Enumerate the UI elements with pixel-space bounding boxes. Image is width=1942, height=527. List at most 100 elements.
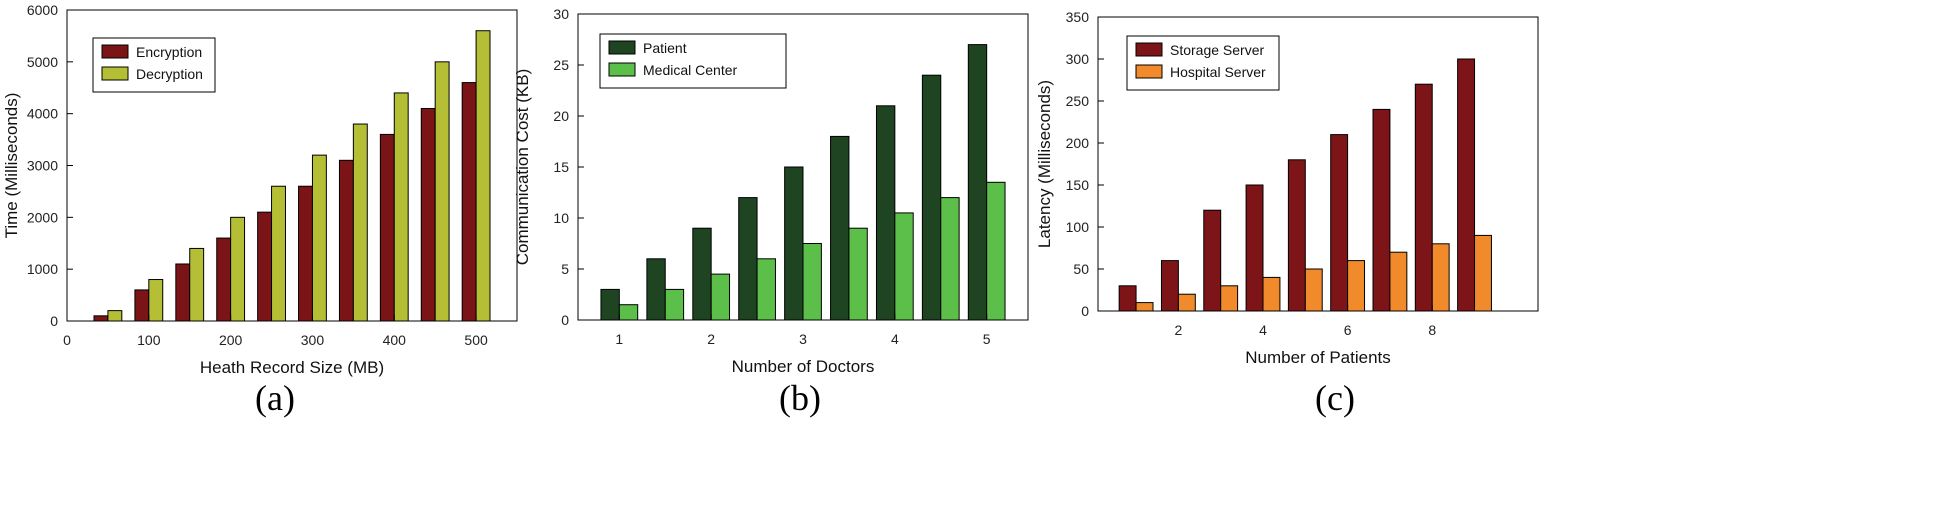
- caption-a: (a): [255, 378, 295, 418]
- bar-b-s2-9: [986, 181, 1006, 321]
- bar-a-s2-10: [475, 30, 491, 322]
- bar-a-s1-7: [338, 159, 354, 322]
- bar-b-s1-8: [921, 74, 942, 321]
- bar-a-s1-6: [298, 185, 313, 322]
- bar-a-s2-9: [434, 61, 450, 322]
- y-tick-label-b-10: 10: [553, 210, 569, 226]
- ticks-a: 0 1000 2000 3000 4000 5000 6000 0 100 200 300 400 50…: [27, 2, 488, 348]
- bar-b-s1-4: [738, 197, 758, 321]
- bar-a-s2-2: [148, 279, 164, 322]
- legend-label-c-2: Hospital Server: [1170, 64, 1266, 80]
- y-tick-label-c-350: 350: [1066, 9, 1090, 25]
- bar-a-s2-4: [230, 216, 246, 322]
- bar-a-s1-5: [257, 211, 273, 322]
- bar-a-s1-4: [216, 237, 232, 322]
- bar-a-s2-6: [311, 154, 327, 322]
- x-tick-label-b-5: 5: [983, 331, 991, 347]
- x-tick-label-a-200: 200: [219, 332, 243, 348]
- y-tick-label-c-200: 200: [1066, 135, 1090, 151]
- ticks-b: 0 5 10 15 20 25 30 1 2 3 4 5: [553, 6, 990, 347]
- bars-b: [600, 44, 1006, 321]
- x-axis-title-c: Number of Patients: [1245, 348, 1391, 367]
- x-tick-label-b-2: 2: [707, 331, 715, 347]
- legend-label-a-2: Decryption: [136, 66, 203, 82]
- bar-b-s1-2: [646, 258, 666, 321]
- y-tick-label-b-5: 5: [561, 261, 569, 277]
- x-tick-label-c-2: 2: [1174, 322, 1182, 338]
- legend-c: Storage Server Hospital Server: [1126, 35, 1280, 91]
- x-tick-label-b-4: 4: [891, 331, 899, 347]
- bar-a-s2-8: [393, 92, 409, 322]
- y-tick-label-a-4000: 4000: [27, 106, 58, 122]
- y-tick-label-c-300: 300: [1066, 51, 1090, 67]
- y-axis-title-a: Time (Milliseconds): [2, 93, 21, 239]
- bar-a-s1-1: [93, 315, 109, 322]
- bar-c-s2-5: [1304, 268, 1323, 312]
- legend-swatch-a-2: [101, 66, 129, 81]
- y-tick-label-b-0: 0: [561, 312, 569, 328]
- x-tick-label-b-1: 1: [615, 331, 623, 347]
- bars-c: [1118, 58, 1492, 312]
- x-tick-label-c-6: 6: [1344, 322, 1352, 338]
- bar-b-s2-3: [710, 273, 731, 321]
- bar-a-s2-3: [189, 247, 205, 322]
- legend-swatch-a-1: [101, 44, 129, 59]
- legend-label-b-1: Patient: [643, 40, 687, 56]
- x-tick-label-c-4: 4: [1259, 322, 1267, 338]
- x-tick-label-a-0: 0: [63, 332, 71, 348]
- y-tick-label-c-250: 250: [1066, 93, 1090, 109]
- y-axis-title-b: Communication Cost (KB): [513, 69, 532, 266]
- y-tick-label-c-150: 150: [1066, 177, 1090, 193]
- legend-label-b-2: Medical Center: [643, 62, 737, 78]
- bar-b-s2-7: [894, 212, 914, 321]
- y-tick-label-c-100: 100: [1066, 219, 1090, 235]
- bar-b-s2-8: [940, 197, 960, 321]
- y-tick-label-a-0: 0: [50, 313, 58, 329]
- plot-frame-b: [577, 13, 1029, 321]
- x-tick-label-a-100: 100: [137, 332, 161, 348]
- chart-panel-c: 0 50 100 150 200 250 300 350 2 4 6 8 Storage Server…: [1035, 9, 1539, 418]
- bar-b-s1-3: [692, 227, 712, 321]
- legend-label-a-1: Encryption: [136, 44, 202, 60]
- bar-a-s1-10: [461, 82, 477, 322]
- legend-swatch-b-1: [608, 40, 636, 55]
- bar-a-s2-5: [271, 185, 286, 322]
- legend-a: Encryption Decryption: [92, 37, 216, 93]
- bar-c-s1-5: [1287, 159, 1306, 312]
- bar-c-s1-7: [1372, 108, 1391, 312]
- x-tick-label-b-3: 3: [799, 331, 807, 347]
- y-tick-label-a-1000: 1000: [27, 261, 58, 277]
- bar-c-s1-4: [1245, 184, 1264, 312]
- bar-a-s1-3: [175, 263, 191, 322]
- x-tick-label-c-8: 8: [1428, 322, 1436, 338]
- x-axis-title-a: Heath Record Size (MB): [200, 358, 384, 377]
- plot-frame-c: [1097, 16, 1539, 312]
- chart-panel-a: 0 1000 2000 3000 4000 5000 6000 0 100 200 300 400 50…: [2, 2, 518, 418]
- x-tick-label-a-300: 300: [301, 332, 325, 348]
- y-tick-label-b-20: 20: [553, 108, 569, 124]
- y-axis-title-c: Latency (Milliseconds): [1035, 80, 1054, 248]
- y-tick-label-c-50: 50: [1073, 261, 1089, 277]
- bar-c-s2-9: [1474, 234, 1492, 312]
- bar-c-s1-2: [1160, 260, 1179, 312]
- bar-a-s1-9: [420, 107, 436, 322]
- bar-b-s1-5: [784, 166, 804, 321]
- bar-b-s1-6: [830, 135, 850, 321]
- bar-a-s2-1: [107, 310, 123, 322]
- y-tick-label-b-30: 30: [553, 6, 569, 22]
- y-tick-label-a-2000: 2000: [27, 209, 58, 225]
- bar-c-s2-1: [1135, 302, 1154, 312]
- plot-frame-a: [66, 9, 518, 322]
- y-tick-label-b-15: 15: [553, 159, 569, 175]
- x-tick-label-a-500: 500: [464, 332, 488, 348]
- bar-c-s2-4: [1262, 276, 1281, 312]
- y-tick-label-a-5000: 5000: [27, 54, 58, 70]
- caption-b: (b): [779, 378, 821, 418]
- y-tick-label-a-6000: 6000: [27, 2, 58, 18]
- bar-c-s2-6: [1347, 260, 1366, 312]
- legend-label-c-1: Storage Server: [1170, 42, 1264, 58]
- bar-c-s1-8: [1414, 83, 1433, 312]
- bar-a-s1-2: [134, 289, 150, 322]
- bar-c-s1-1: [1118, 285, 1137, 312]
